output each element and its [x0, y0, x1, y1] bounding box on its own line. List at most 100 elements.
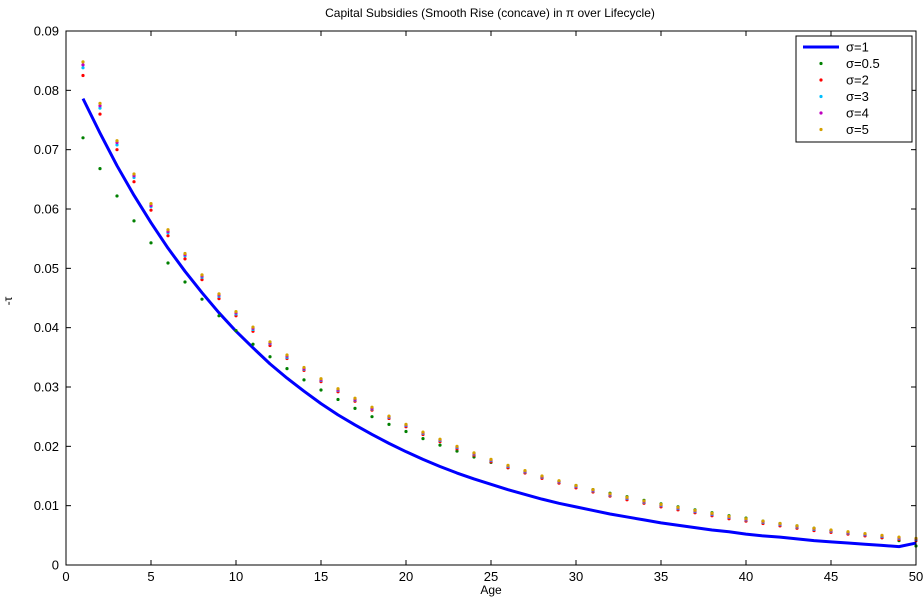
- data-point: [115, 148, 119, 152]
- y-axis-label: -τ: [1, 296, 15, 305]
- data-point: [81, 136, 85, 140]
- data-point: [81, 73, 85, 78]
- x-tick-label: 10: [229, 569, 243, 584]
- x-tick-label: 50: [909, 569, 923, 584]
- x-tick-label: 30: [569, 569, 583, 584]
- series-line: [81, 97, 917, 549]
- data-point: [149, 208, 153, 212]
- data-point: [506, 463, 510, 467]
- data-point: [421, 437, 425, 441]
- legend: σ=1σ=0.5 σ=2σ=3 σ=4σ=5: [795, 35, 913, 143]
- data-point: [404, 422, 408, 426]
- data-point: [217, 292, 221, 296]
- legend-item: σ=3: [819, 89, 869, 104]
- data-point: [863, 531, 867, 536]
- data-point: [115, 194, 119, 198]
- data-point: [659, 502, 663, 507]
- data-point: [132, 180, 136, 184]
- data-point: [217, 314, 221, 318]
- x-tick-label: 5: [147, 569, 154, 584]
- legend-swatch: [819, 111, 823, 115]
- y-tick-label: 0.09: [34, 24, 59, 39]
- data-point: [540, 474, 544, 478]
- x-tick-label: 0: [62, 569, 69, 584]
- data-point: [81, 66, 85, 70]
- data-point: [98, 104, 102, 108]
- data-point: [115, 143, 119, 147]
- data-point: [166, 234, 170, 238]
- data-point: [455, 444, 459, 448]
- legend-swatch: [819, 94, 823, 99]
- legend-label: σ=5: [846, 122, 869, 137]
- data-point: [795, 524, 799, 528]
- data-point: [149, 202, 153, 206]
- y-tick-label: 0: [52, 558, 59, 573]
- series-layer: [81, 60, 918, 549]
- data-point: [591, 488, 595, 492]
- data-point: [455, 449, 459, 453]
- y-tick-label: 0.08: [34, 83, 59, 98]
- legend-label: σ=2: [846, 73, 869, 88]
- y-tick-label: 0.01: [34, 498, 59, 513]
- data-point: [387, 422, 391, 426]
- data-point: [98, 106, 102, 110]
- data-point: [829, 528, 833, 532]
- data-point: [693, 508, 697, 513]
- x-tick-label: 40: [739, 569, 753, 584]
- data-point: [98, 167, 102, 171]
- data-point: [200, 297, 204, 301]
- data-point: [897, 535, 901, 539]
- legend-item: σ=1: [803, 40, 869, 55]
- data-point: [285, 353, 289, 357]
- data-point: [251, 342, 255, 346]
- data-point: [557, 479, 561, 483]
- data-point: [200, 278, 204, 282]
- y-tick-label: 0.02: [34, 439, 59, 454]
- data-point: [336, 387, 340, 391]
- data-point: [421, 430, 425, 434]
- data-point: [353, 406, 357, 410]
- x-axis-label: Age: [480, 583, 502, 597]
- data-point: [761, 519, 765, 523]
- x-tick-label: 45: [824, 569, 838, 584]
- data-point: [387, 414, 391, 418]
- x-tick-label: 20: [399, 569, 413, 584]
- legend-item: σ=5: [819, 122, 869, 137]
- x-tick-label: 25: [484, 569, 498, 584]
- data-point: [166, 228, 170, 232]
- data-point: [302, 365, 306, 370]
- data-point: [438, 437, 442, 441]
- data-point: [132, 219, 136, 223]
- data-point: [319, 388, 323, 392]
- y-tick-label: 0.05: [34, 261, 59, 276]
- y-tick-label: 0.06: [34, 202, 59, 217]
- data-point: [132, 172, 136, 176]
- data-point: [166, 261, 170, 265]
- data-point: [846, 530, 850, 534]
- data-point: [625, 495, 629, 499]
- data-point: [183, 257, 187, 261]
- data-point: [880, 533, 884, 537]
- legend-label: σ=1: [846, 40, 869, 55]
- data-point: [676, 505, 680, 510]
- data-point: [523, 469, 527, 473]
- legend-label: σ=4: [846, 106, 869, 121]
- data-point: [404, 429, 408, 434]
- data-point: [81, 60, 85, 64]
- legend-item: σ=2: [819, 73, 869, 88]
- data-point: [98, 112, 102, 116]
- data-point: [234, 310, 238, 314]
- data-point: [574, 483, 578, 488]
- y-tick-label: 0.07: [34, 142, 59, 157]
- legend-label: σ=0.5: [846, 56, 880, 71]
- data-point: [489, 457, 493, 461]
- data-point: [217, 296, 221, 301]
- data-point: [234, 329, 238, 333]
- data-point: [251, 325, 255, 329]
- data-point: [302, 378, 306, 382]
- data-point: [438, 443, 442, 447]
- series-5: [81, 60, 918, 540]
- series-0: [81, 97, 917, 549]
- data-point: [744, 517, 748, 521]
- data-point: [319, 377, 323, 381]
